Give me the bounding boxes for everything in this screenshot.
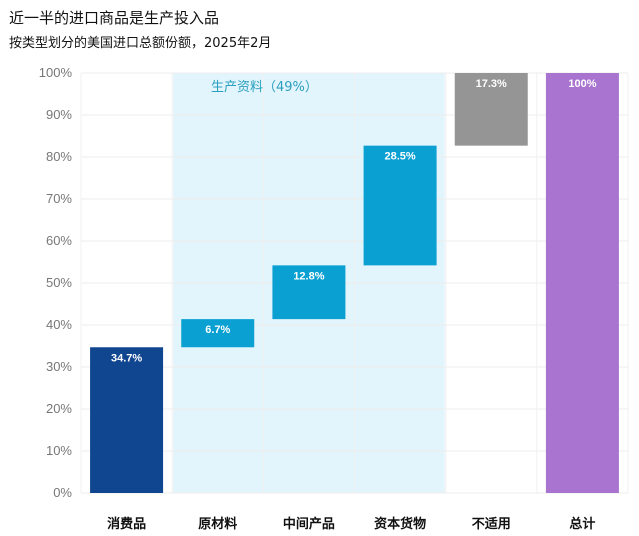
bar-5 (454, 73, 528, 146)
band-label: 生产资料（49%） (211, 80, 318, 95)
chart-subtitle: 按类型划分的美国进口总额份额，2025年2月 (9, 36, 272, 51)
y-tick-label: 70% (46, 191, 72, 206)
data-label: 28.5% (384, 151, 415, 163)
data-label: 34.7% (111, 352, 142, 364)
y-tick-label: 50% (46, 275, 72, 290)
y-tick-label: 30% (46, 359, 72, 374)
data-label: 6.7% (205, 324, 230, 336)
y-tick-label: 80% (46, 149, 72, 164)
y-tick-label: 0% (53, 485, 72, 500)
x-category-label: 原材料 (198, 516, 237, 532)
bar-2 (181, 319, 255, 348)
chart-title: 近一半的进口商品是生产投入品 (9, 9, 220, 27)
y-tick-label: 40% (46, 317, 72, 332)
x-category-label: 中间产品 (283, 516, 335, 532)
y-tick-label: 60% (46, 233, 72, 248)
data-label: 100% (568, 78, 596, 90)
y-tick-label: 10% (46, 443, 72, 458)
bar-4 (363, 145, 437, 266)
y-tick-label: 100% (39, 65, 73, 80)
x-category-label: 消费品 (107, 516, 146, 532)
data-label: 12.8% (293, 270, 324, 282)
bar-3 (272, 265, 346, 320)
x-category-label: 不适用 (472, 516, 511, 532)
x-category-label: 总计 (569, 516, 595, 532)
bar-1 (90, 347, 164, 493)
data-label: 17.3% (476, 78, 507, 90)
x-category-label: 资本货物 (374, 516, 426, 532)
y-tick-label: 20% (46, 401, 72, 416)
bar-6 (545, 73, 619, 493)
y-tick-label: 90% (46, 107, 72, 122)
